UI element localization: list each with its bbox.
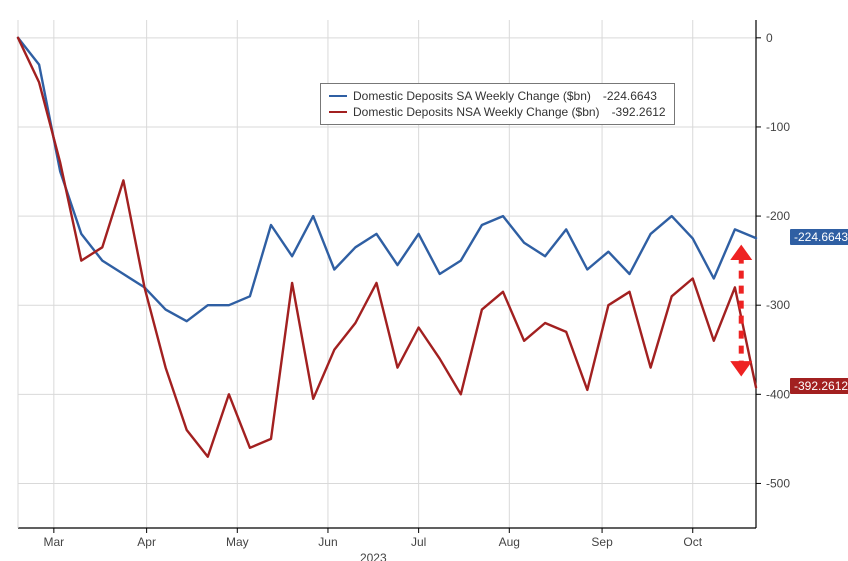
legend-row-sa: Domestic Deposits SA Weekly Change ($bn)…: [329, 88, 666, 104]
svg-text:Aug: Aug: [499, 535, 520, 549]
svg-text:-200: -200: [766, 209, 790, 223]
svg-text:Jul: Jul: [411, 535, 426, 549]
legend-label-nsa: Domestic Deposits NSA Weekly Change ($bn…: [353, 104, 600, 120]
svg-text:Oct: Oct: [683, 535, 702, 549]
svg-text:Apr: Apr: [137, 535, 156, 549]
svg-text:Jun: Jun: [318, 535, 337, 549]
svg-text:0: 0: [766, 31, 773, 45]
legend-value-nsa: -392.2612: [612, 104, 666, 120]
chart-legend: Domestic Deposits SA Weekly Change ($bn)…: [320, 83, 675, 125]
end-label-nsa: -392.2612: [790, 378, 848, 394]
legend-swatch-nsa: [329, 111, 347, 114]
svg-text:-100: -100: [766, 120, 790, 134]
legend-label-sa: Domestic Deposits SA Weekly Change ($bn): [353, 88, 591, 104]
end-label-sa: -224.6643: [790, 229, 848, 245]
svg-text:2023: 2023: [360, 551, 387, 561]
svg-text:Sep: Sep: [591, 535, 613, 549]
legend-value-sa: -224.6643: [603, 88, 657, 104]
svg-text:-500: -500: [766, 476, 790, 490]
legend-swatch-sa: [329, 95, 347, 98]
svg-text:-400: -400: [766, 387, 790, 401]
legend-row-nsa: Domestic Deposits NSA Weekly Change ($bn…: [329, 104, 666, 120]
svg-text:Mar: Mar: [44, 535, 65, 549]
svg-text:May: May: [226, 535, 249, 549]
line-chart: 0 -100 -200 -300 -400 -500 Mar Apr May Jun Jul Aug S…: [0, 0, 848, 561]
svg-text:-300: -300: [766, 298, 790, 312]
